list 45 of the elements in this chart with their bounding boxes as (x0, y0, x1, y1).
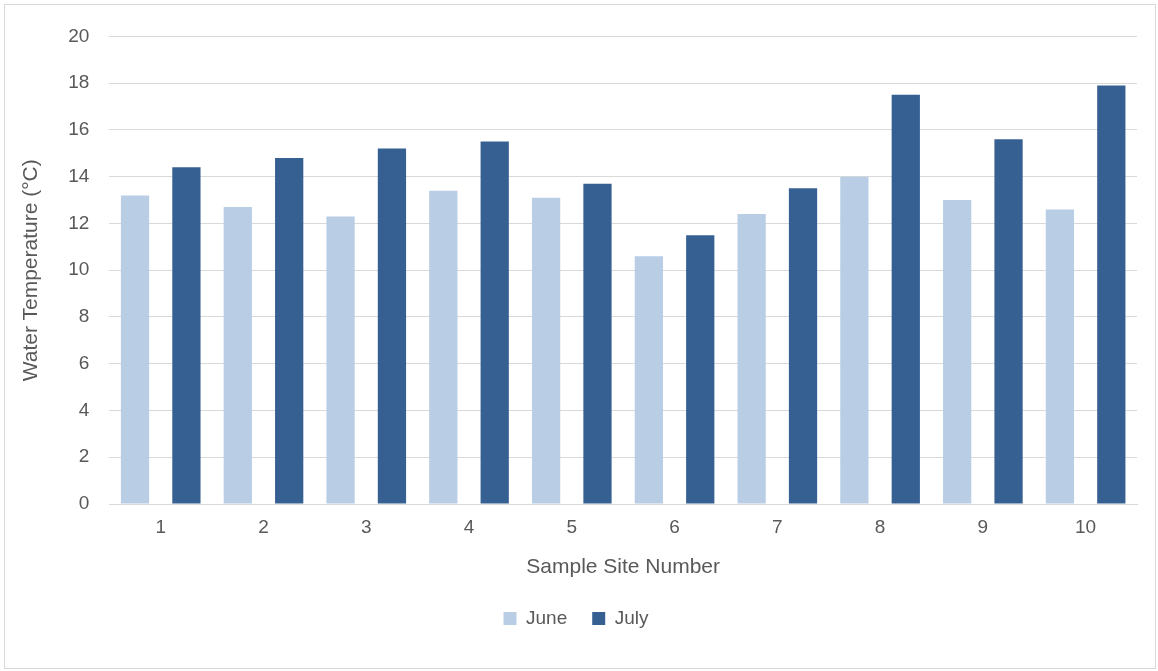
bar (377, 148, 407, 504)
y-tick-label: 6 (78, 351, 90, 373)
y-tick-label: 14 (68, 164, 90, 186)
y-tick-label: 20 (68, 24, 90, 46)
y-axis-title: Water Temperature (°C) (18, 159, 42, 382)
x-tick-label: 1 (155, 515, 167, 537)
legend-label: June (526, 606, 568, 628)
bar (788, 188, 818, 504)
y-tick-label: 12 (68, 211, 90, 233)
x-tick-label: 5 (566, 515, 578, 537)
bar (583, 183, 612, 504)
y-tick-label: 18 (68, 71, 90, 93)
x-tick-label: 3 (360, 515, 372, 537)
y-tick-label: 0 (78, 492, 90, 514)
bar (634, 256, 663, 504)
y-tick-label: 10 (68, 258, 90, 280)
bar (480, 141, 509, 504)
x-tick-label: 4 (463, 515, 475, 537)
bar (686, 235, 715, 504)
x-axis-title: Sample Site Number (526, 554, 721, 578)
bar (120, 195, 150, 504)
y-tick-label: 16 (68, 118, 90, 140)
bar (531, 197, 561, 504)
bar (840, 176, 869, 504)
y-tick-label: 2 (78, 445, 90, 467)
bar (326, 216, 355, 504)
x-tick-label: 2 (258, 515, 269, 537)
x-tick-label: 6 (669, 515, 680, 537)
bar (891, 94, 920, 504)
legend-label: July (614, 606, 649, 628)
bar (994, 139, 1023, 504)
bar (943, 200, 972, 504)
bar (1097, 85, 1126, 504)
y-tick-label: 8 (78, 305, 90, 327)
bar (275, 157, 304, 504)
bar (172, 167, 201, 504)
bar (429, 190, 458, 504)
x-tick-label: 7 (772, 515, 783, 537)
bar (737, 214, 766, 504)
x-tick-label: 9 (977, 515, 989, 537)
x-tick-label: 10 (1075, 515, 1097, 537)
x-tick-label: 8 (874, 515, 886, 537)
bar (1045, 209, 1075, 504)
y-tick-label: 4 (78, 398, 90, 420)
bar (223, 207, 252, 504)
